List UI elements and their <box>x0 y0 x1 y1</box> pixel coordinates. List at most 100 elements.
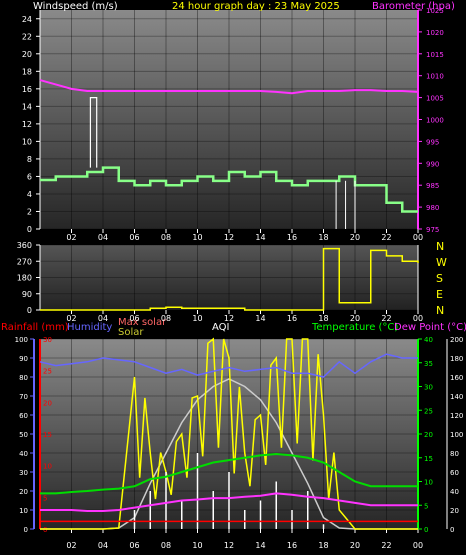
humidity-tick-label: 20 <box>19 488 28 496</box>
dir-y-tick-label: 0 <box>27 306 32 315</box>
dir-y-tick-label: 90 <box>22 290 32 299</box>
humidity-tick-label: 50 <box>19 431 28 439</box>
compass-label: N <box>436 240 444 253</box>
dewpoint-title: Dew Point (°C) <box>394 322 466 333</box>
graph-title: 24 hour graph day : 23 May 2025 <box>172 1 340 12</box>
x-tick-label: 00 <box>413 541 423 550</box>
y-tick-label: 10 <box>22 137 32 146</box>
y2-tick-label: 1020 <box>426 29 444 37</box>
temperature-tick-label: 15 <box>424 455 433 463</box>
y2-tick-label: 1025 <box>426 7 444 15</box>
x-tick-label: 18 <box>318 233 328 242</box>
x-tick-label: 22 <box>381 233 391 242</box>
aqi-tick-label: 100 <box>450 431 463 439</box>
temperature-tick-label: 40 <box>424 336 433 344</box>
y-tick-label: 16 <box>22 85 32 94</box>
aqi-tick-label: 200 <box>450 336 463 344</box>
x-tick-label: 14 <box>255 233 265 242</box>
aqi-tick-label: 80 <box>450 450 459 458</box>
y-tick-label: 8 <box>27 155 32 164</box>
temperature-tick-label: 30 <box>424 384 433 392</box>
compass-label: E <box>436 288 443 301</box>
humidity-tick-label: 10 <box>19 507 28 515</box>
aqi-tick-label: 40 <box>450 488 459 496</box>
humidity-tick-label: 0 <box>24 526 28 534</box>
y2-tick-label: 1000 <box>426 117 444 125</box>
aqi-tick-label: 160 <box>450 374 463 382</box>
humidity-tick-label: 70 <box>19 393 28 401</box>
rainfall-tick-label: 30 <box>43 336 52 344</box>
humidity-tick-label: 30 <box>19 469 28 477</box>
humidity-tick-label: 90 <box>19 355 28 363</box>
x-tick-label: 08 <box>161 233 171 242</box>
x-tick-label: 10 <box>192 314 202 323</box>
x-tick-label: 16 <box>287 541 297 550</box>
x-tick-label: 04 <box>98 314 108 323</box>
dir-y-tick-label: 180 <box>17 274 32 283</box>
series-marks <box>39 79 419 530</box>
temperature-tick-label: 5 <box>424 502 428 510</box>
rainfall-tick-label: 5 <box>43 494 47 502</box>
dir-y-tick-label: 270 <box>17 257 32 266</box>
y-tick-label: 22 <box>22 32 32 41</box>
temperature-title: Temperature (°C) <box>311 322 398 333</box>
rainfall-tick-label: 0 <box>43 526 47 534</box>
x-tick-label: 16 <box>287 233 297 242</box>
barometer-series <box>39 79 419 95</box>
humidity-series <box>39 353 418 378</box>
dir-y-tick-label: 360 <box>17 241 32 250</box>
x-tick-label: 06 <box>129 541 139 550</box>
max-solar-title: Max solar <box>118 317 167 328</box>
rainfall-title: Rainfall (mm) <box>1 322 69 333</box>
wind-title: Windspeed (m/s) <box>33 1 118 12</box>
x-tick-label: 12 <box>224 233 234 242</box>
x-tick-label: 12 <box>224 314 234 323</box>
direction-panel-bg <box>40 245 418 310</box>
aqi-tick-label: 140 <box>450 393 463 401</box>
y-tick-label: 20 <box>22 50 32 59</box>
x-tick-label: 18 <box>318 314 328 323</box>
x-tick-label: 20 <box>350 314 360 323</box>
y2-tick-label: 990 <box>426 160 439 168</box>
x-tick-label: 02 <box>66 233 76 242</box>
compass-label: W <box>436 256 447 269</box>
x-tick-label: 22 <box>381 541 391 550</box>
aqi-title: AQI <box>212 322 230 333</box>
y-tick-label: 2 <box>27 207 32 216</box>
temperature-tick-label: 0 <box>424 526 428 534</box>
x-tick-label: 04 <box>98 233 108 242</box>
x-tick-label: 08 <box>161 541 171 550</box>
y-tick-label: 14 <box>22 102 32 111</box>
rainfall-tick-label: 15 <box>43 431 52 439</box>
x-tick-label: 20 <box>350 233 360 242</box>
aqi-tick-label: 120 <box>450 412 463 420</box>
x-tick-label: 16 <box>287 314 297 323</box>
aqi-tick-label: 20 <box>450 507 459 515</box>
solar-title: Solar <box>118 327 144 338</box>
y2-tick-label: 985 <box>426 182 439 190</box>
windspeed-series <box>40 166 418 213</box>
humidity-title: Humidity <box>67 322 112 333</box>
y2-tick-label: 975 <box>426 226 439 234</box>
x-tick-label: 02 <box>66 314 76 323</box>
y-tick-label: 24 <box>22 15 32 24</box>
temperature-tick-label: 20 <box>424 431 433 439</box>
y2-tick-label: 1010 <box>426 73 444 81</box>
rainfall-tick-label: 25 <box>43 368 52 376</box>
temperature-tick-label: 25 <box>424 407 433 415</box>
x-tick-label: 06 <box>129 233 139 242</box>
wind-direction-series <box>40 247 419 311</box>
x-tick-label: 22 <box>381 314 391 323</box>
humidity-tick-label: 40 <box>19 450 28 458</box>
aqi-tick-label: 60 <box>450 469 459 477</box>
x-tick-label: 08 <box>161 314 171 323</box>
solar-series <box>40 337 418 530</box>
y-tick-label: 6 <box>27 172 32 181</box>
x-tick-label: 04 <box>98 541 108 550</box>
barometer-title: Barometer (hpa) <box>372 1 455 12</box>
dewpoint-series <box>40 492 418 512</box>
aqi-tick-label: 0 <box>450 526 454 534</box>
